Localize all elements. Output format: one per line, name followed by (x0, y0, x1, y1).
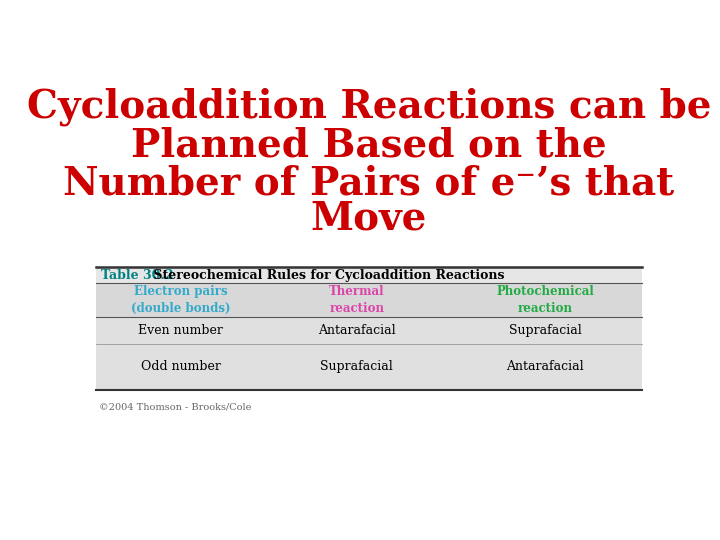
Bar (96, 284, 642, 318)
Text: Suprafacial: Suprafacial (320, 360, 393, 373)
Bar (96, 267, 642, 284)
Text: Suprafacial: Suprafacial (508, 324, 581, 337)
Text: Number of Pairs of e⁻’s that: Number of Pairs of e⁻’s that (63, 165, 675, 203)
Text: ©2004 Thomson - Brooks/Cole: ©2004 Thomson - Brooks/Cole (99, 402, 252, 411)
Text: Stereochemical Rules for Cycloaddition Reactions: Stereochemical Rules for Cycloaddition R… (149, 268, 505, 281)
Text: Electron pairs
(double bonds): Electron pairs (double bonds) (131, 286, 230, 315)
Text: Odd number: Odd number (141, 360, 221, 373)
Text: Thermal
reaction: Thermal reaction (329, 286, 384, 315)
Text: Move: Move (311, 200, 427, 238)
Text: Antarafacial: Antarafacial (318, 324, 395, 337)
Text: Antarafacial: Antarafacial (506, 360, 584, 373)
Text: Cycloaddition Reactions can be: Cycloaddition Reactions can be (27, 88, 711, 126)
Text: Planned Based on the: Planned Based on the (131, 126, 607, 164)
Text: Table 30.2: Table 30.2 (101, 268, 174, 281)
Text: Even number: Even number (138, 324, 223, 337)
Bar (96, 318, 642, 390)
Text: Photochemical
reaction: Photochemical reaction (496, 286, 594, 315)
